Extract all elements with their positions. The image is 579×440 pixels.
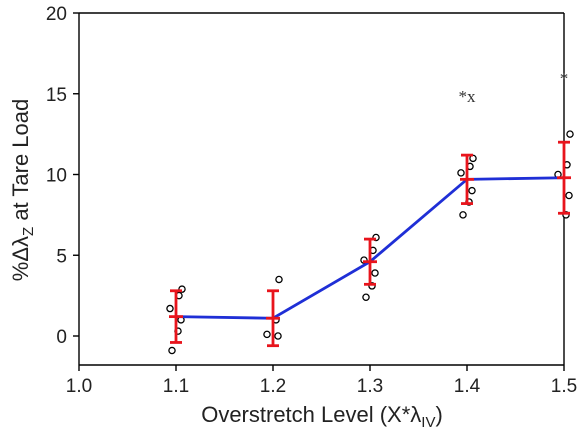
y-tick-label: 20 [46,4,67,25]
significance-annotation: * [560,69,569,88]
x-axis-title-close: ) [435,402,442,427]
x-tick-label: 1.1 [163,376,189,397]
error-bars [169,140,571,348]
y-axis-title-main: %Δλ [8,236,33,281]
x-axis-ticks: 1.0 1.1 1.2 1.3 1.4 1.5 [66,365,577,397]
y-tick-label: 5 [56,246,67,267]
data-point [457,169,465,177]
y-axis-title-subscript: Z [20,227,37,236]
data-point [565,191,573,200]
plot-area [78,12,565,366]
x-tick-label: 1.3 [357,376,383,397]
data-point [166,304,174,313]
y-tick-label: 15 [46,85,67,106]
x-tick-label: 1.5 [551,376,577,397]
y-tick-label: 0 [56,327,67,348]
data-point [468,186,476,195]
y-tick-label: 10 [46,166,67,187]
x-tick-label: 1.0 [66,376,92,397]
x-tick-label: 1.2 [260,376,286,397]
data-point [263,330,271,339]
data-point [168,346,176,355]
data-point [275,275,283,284]
x-axis-title-subscript: IV [421,414,435,431]
x-axis-title: Overstretch Level (X*λIV) [201,402,443,431]
y-axis-title: %ΔλZ at Tare Load [8,99,37,281]
data-point [362,293,370,301]
x-axis-title-main: Overstretch Level (X*λ [201,402,421,427]
y-axis-title-rest: at Tare Load [8,99,33,227]
x-tick-label: 1.4 [454,376,481,397]
significance-annotation: *x [459,87,477,106]
data-point [459,211,467,219]
significance-annotations: *x * [459,69,569,106]
data-point [371,269,379,277]
y-axis-ticks: 0 5 10 15 20 [46,4,79,348]
data-point [566,130,574,138]
data-point [274,332,282,340]
